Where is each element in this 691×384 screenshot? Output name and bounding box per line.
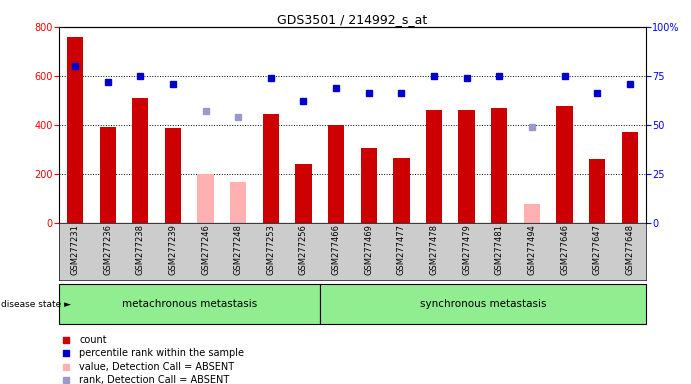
- Text: GSM277256: GSM277256: [299, 224, 308, 275]
- Text: GSM277481: GSM277481: [495, 224, 504, 275]
- Text: disease state ►: disease state ►: [1, 300, 70, 309]
- Bar: [59, 284, 320, 324]
- Bar: [295, 164, 312, 223]
- Bar: [458, 110, 475, 223]
- Text: GSM277646: GSM277646: [560, 224, 569, 275]
- Text: value, Detection Call = ABSENT: value, Detection Call = ABSENT: [79, 362, 234, 372]
- Text: GSM277469: GSM277469: [364, 224, 373, 275]
- Bar: [426, 110, 442, 223]
- Bar: [230, 182, 247, 223]
- Text: GSM277478: GSM277478: [430, 224, 439, 275]
- Text: GSM277239: GSM277239: [169, 224, 178, 275]
- Bar: [328, 125, 344, 223]
- Bar: [320, 284, 646, 324]
- Text: GSM277253: GSM277253: [266, 224, 275, 275]
- Text: GSM277648: GSM277648: [625, 224, 634, 275]
- Bar: [361, 148, 377, 223]
- Bar: [491, 108, 507, 223]
- Text: count: count: [79, 335, 107, 345]
- Bar: [132, 98, 149, 223]
- Text: GSM277236: GSM277236: [103, 224, 112, 275]
- Bar: [263, 114, 279, 223]
- Bar: [589, 159, 605, 223]
- Text: GSM277479: GSM277479: [462, 224, 471, 275]
- Bar: [164, 129, 181, 223]
- Bar: [100, 127, 116, 223]
- Text: GSM277477: GSM277477: [397, 224, 406, 275]
- Text: GSM277238: GSM277238: [136, 224, 145, 275]
- Bar: [67, 37, 83, 223]
- Title: GDS3501 / 214992_s_at: GDS3501 / 214992_s_at: [277, 13, 428, 26]
- Text: GSM277466: GSM277466: [332, 224, 341, 275]
- Bar: [524, 204, 540, 223]
- Text: synchronous metastasis: synchronous metastasis: [419, 299, 546, 310]
- Bar: [393, 158, 410, 223]
- Text: GSM277494: GSM277494: [527, 224, 536, 275]
- Text: GSM277248: GSM277248: [234, 224, 243, 275]
- Text: rank, Detection Call = ABSENT: rank, Detection Call = ABSENT: [79, 375, 229, 384]
- Text: GSM277246: GSM277246: [201, 224, 210, 275]
- Text: GSM277231: GSM277231: [70, 224, 79, 275]
- Bar: [622, 132, 638, 223]
- Text: metachronous metastasis: metachronous metastasis: [122, 299, 257, 310]
- Bar: [556, 106, 573, 223]
- Text: GSM277647: GSM277647: [593, 224, 602, 275]
- Bar: [198, 174, 214, 223]
- Text: percentile rank within the sample: percentile rank within the sample: [79, 348, 245, 358]
